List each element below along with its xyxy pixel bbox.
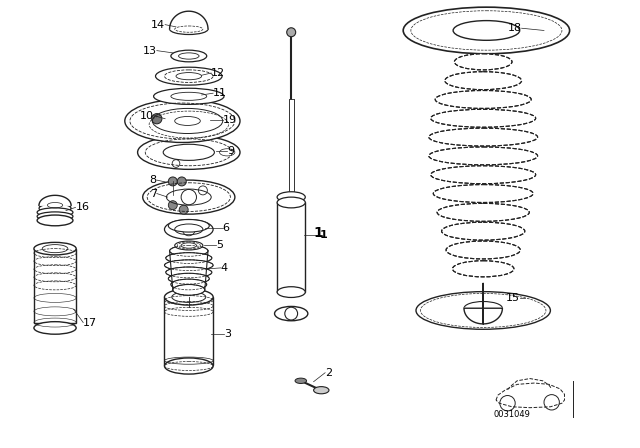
- Ellipse shape: [138, 135, 240, 169]
- Circle shape: [168, 177, 177, 186]
- Ellipse shape: [445, 72, 522, 90]
- Ellipse shape: [154, 88, 224, 104]
- Ellipse shape: [453, 21, 520, 40]
- Text: 19: 19: [223, 115, 237, 125]
- Text: 8: 8: [150, 175, 157, 185]
- Ellipse shape: [416, 292, 550, 329]
- Ellipse shape: [295, 378, 307, 383]
- Circle shape: [182, 223, 195, 236]
- Polygon shape: [39, 195, 71, 205]
- Ellipse shape: [454, 54, 512, 70]
- Ellipse shape: [171, 279, 207, 290]
- Bar: [34, 249, 76, 323]
- Text: 5: 5: [216, 240, 223, 250]
- Ellipse shape: [431, 166, 536, 184]
- Ellipse shape: [171, 50, 207, 62]
- Ellipse shape: [39, 204, 71, 213]
- Text: 1: 1: [314, 226, 323, 240]
- Circle shape: [198, 186, 207, 195]
- Ellipse shape: [34, 322, 76, 334]
- Ellipse shape: [277, 192, 305, 202]
- Text: 4: 4: [221, 263, 228, 273]
- Ellipse shape: [429, 128, 538, 146]
- Ellipse shape: [143, 180, 235, 214]
- Ellipse shape: [37, 212, 73, 221]
- Ellipse shape: [431, 109, 536, 127]
- Circle shape: [500, 396, 515, 411]
- Ellipse shape: [170, 246, 208, 256]
- Ellipse shape: [314, 387, 329, 394]
- Ellipse shape: [403, 7, 570, 54]
- Ellipse shape: [164, 260, 213, 271]
- Polygon shape: [170, 11, 208, 29]
- Text: 6: 6: [223, 224, 230, 233]
- Ellipse shape: [125, 99, 240, 142]
- Ellipse shape: [442, 222, 525, 240]
- Text: 0031049: 0031049: [493, 410, 531, 419]
- Ellipse shape: [34, 242, 76, 255]
- Text: 9: 9: [227, 146, 234, 156]
- Ellipse shape: [172, 292, 206, 302]
- Ellipse shape: [156, 67, 222, 85]
- Text: 3: 3: [224, 329, 231, 339]
- Circle shape: [177, 177, 186, 186]
- Ellipse shape: [37, 208, 73, 217]
- Text: 18: 18: [508, 23, 522, 33]
- Polygon shape: [464, 284, 502, 324]
- Ellipse shape: [170, 24, 208, 34]
- Text: 12: 12: [211, 68, 225, 78]
- Ellipse shape: [464, 302, 502, 315]
- Circle shape: [544, 395, 559, 410]
- Ellipse shape: [173, 284, 205, 295]
- Text: 2: 2: [325, 368, 332, 378]
- Text: 1: 1: [320, 230, 328, 240]
- Circle shape: [179, 205, 188, 214]
- Ellipse shape: [166, 267, 212, 278]
- Ellipse shape: [435, 90, 531, 108]
- Ellipse shape: [277, 197, 305, 208]
- Circle shape: [168, 201, 177, 210]
- Text: 15: 15: [506, 293, 520, 303]
- Text: 11: 11: [213, 88, 227, 98]
- Text: 16: 16: [76, 202, 90, 212]
- Ellipse shape: [37, 215, 73, 226]
- Circle shape: [172, 159, 180, 168]
- Bar: [289, 99, 294, 197]
- Ellipse shape: [164, 358, 213, 374]
- Ellipse shape: [164, 220, 213, 239]
- Text: 17: 17: [83, 318, 97, 327]
- Ellipse shape: [429, 147, 538, 165]
- Text: 14: 14: [151, 20, 165, 30]
- Ellipse shape: [433, 185, 533, 202]
- Circle shape: [181, 190, 196, 205]
- Ellipse shape: [39, 201, 71, 210]
- Ellipse shape: [164, 289, 213, 305]
- Ellipse shape: [275, 306, 308, 321]
- Text: 13: 13: [143, 46, 157, 56]
- Ellipse shape: [446, 241, 520, 259]
- Bar: [164, 297, 213, 365]
- Circle shape: [152, 114, 162, 124]
- Text: 7: 7: [150, 189, 157, 198]
- Ellipse shape: [166, 253, 212, 263]
- Ellipse shape: [175, 241, 203, 250]
- Circle shape: [285, 307, 298, 320]
- Ellipse shape: [287, 28, 296, 37]
- Text: 10: 10: [140, 111, 154, 121]
- Ellipse shape: [168, 273, 209, 284]
- Ellipse shape: [452, 261, 514, 277]
- Bar: [277, 202, 305, 292]
- Ellipse shape: [437, 203, 529, 221]
- Ellipse shape: [277, 287, 305, 297]
- Ellipse shape: [168, 220, 209, 232]
